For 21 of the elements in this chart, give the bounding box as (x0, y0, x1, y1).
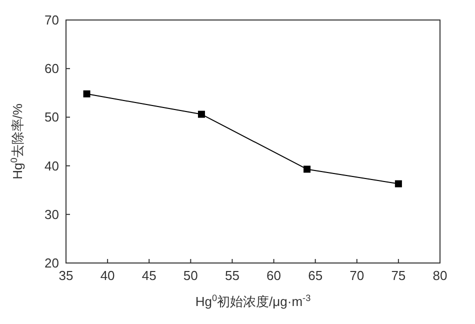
point (394, 180, 402, 188)
x-tick-label: 45 (142, 268, 156, 283)
y-tick-label: 60 (44, 61, 59, 76)
x-tick-label: 55 (224, 268, 240, 283)
point (198, 110, 205, 118)
x-tick-label: 60 (266, 268, 282, 283)
x-tick-label: 50 (183, 268, 198, 283)
x-tick-label: 65 (308, 268, 323, 283)
y-tick-label: 30 (44, 206, 59, 222)
point (304, 166, 311, 173)
point (83, 90, 90, 98)
x-tick-label: 75 (391, 268, 406, 283)
y-tick-label: 20 (44, 256, 59, 270)
x-axis-title: Hg$^{0}$初始浓度/μg·m$^{-3}$ (195, 293, 311, 309)
x-tick-label: 70 (350, 268, 364, 283)
x-tick-label: 40 (100, 268, 115, 283)
y-tick-label: 70 (44, 12, 59, 28)
y-tick-label: 50 (44, 110, 59, 125)
x-tick-label: 35 (58, 268, 74, 283)
x-tick-label: 80 (432, 268, 448, 283)
y-tick-label: 40 (44, 158, 59, 174)
